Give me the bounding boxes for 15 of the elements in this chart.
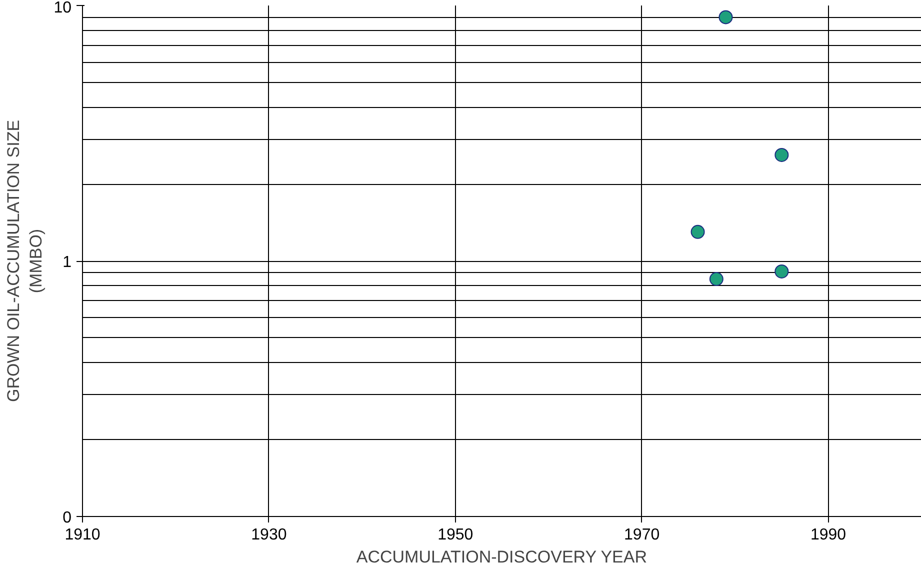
y-axis-title: GROWN OIL-ACCUMULATION SIZE (MMBO) <box>4 120 46 402</box>
x-tick-label: 1970 <box>624 526 660 544</box>
x-tick-label: 1950 <box>438 526 474 544</box>
x-tick-label: 1910 <box>64 526 100 544</box>
point <box>718 10 733 24</box>
point <box>774 148 789 162</box>
point <box>774 264 789 278</box>
y-tick-label: 1 <box>62 254 72 271</box>
point <box>690 224 705 239</box>
y-tick-label: 0 <box>62 510 72 526</box>
point <box>709 272 724 286</box>
x-tick-label: 1930 <box>251 526 287 544</box>
x-tick-label: 1990 <box>810 526 846 544</box>
x-axis-title: ACCUMULATION-DISCOVERY YEAR <box>356 548 648 566</box>
y-tick-label: 10 <box>54 0 72 16</box>
